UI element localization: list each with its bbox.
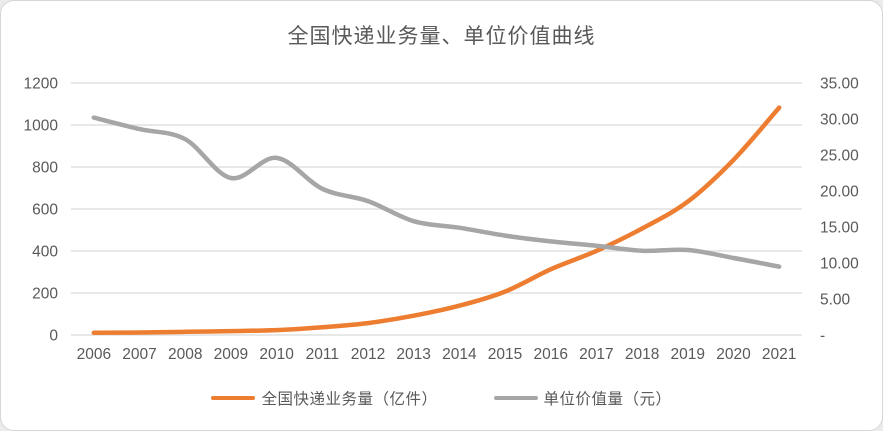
right-axis-tick-label: 35.00 — [820, 76, 859, 93]
x-axis-tick-label: 2010 — [259, 346, 294, 363]
right-axis-tick-label: 10.00 — [820, 256, 859, 273]
x-axis-tick-label: 2015 — [488, 346, 522, 363]
left-axis-tick-label: 800 — [32, 160, 58, 177]
x-axis-tick-label: 2012 — [351, 346, 385, 363]
right-axis-tick-label: 25.00 — [820, 148, 859, 165]
x-axis-tick-label: 2021 — [762, 346, 796, 363]
left-axis-tick-label: 200 — [32, 286, 58, 303]
chart-title: 全国快递业务量、单位价值曲线 — [287, 25, 596, 48]
x-axis-tick-label: 2020 — [716, 346, 751, 363]
left-axis-tick-label: 400 — [32, 244, 58, 261]
x-axis-tick-label: 2017 — [579, 346, 613, 363]
x-axis-tick-label: 2013 — [396, 346, 430, 363]
series-line-unit-value — [91, 115, 782, 269]
left-axis-tick-label: 600 — [32, 202, 58, 219]
x-axis-tick-label: 2018 — [625, 346, 659, 363]
x-axis-tick-label: 2011 — [306, 346, 339, 363]
legend-label-volume: 全国快递业务量（亿件） — [261, 391, 438, 408]
series-line-volume — [91, 105, 782, 336]
x-axis-tick-label: 2006 — [77, 346, 111, 363]
legend-swatch-unit-value — [493, 395, 538, 401]
left-axis-tick-label: 1000 — [24, 118, 59, 135]
x-axis-tick-label: 2014 — [442, 346, 477, 363]
left-axis-tick-label: 0 — [49, 328, 58, 345]
legend-item-unit-value: 单位价值量（元） — [493, 387, 672, 409]
right-axis-tick-label: 20.00 — [820, 184, 859, 201]
x-axis-tick-label: 2009 — [214, 346, 248, 363]
left-axis-tick-label: 1200 — [24, 76, 59, 93]
right-axis-tick-label: 15.00 — [820, 220, 859, 237]
right-axis-tick-label: 5.00 — [820, 292, 851, 309]
x-axis-tick-label: 2008 — [168, 346, 202, 363]
x-axis-tick-label: 2007 — [122, 346, 156, 363]
legend-item-volume: 全国快递业务量（亿件） — [211, 387, 437, 409]
legend-swatch-volume — [211, 395, 256, 401]
chart-legend: 全国快递业务量（亿件） 单位价值量（元） — [1, 387, 882, 409]
x-axis-tick-label: 2019 — [671, 346, 705, 363]
legend-label-unit-value: 单位价值量（元） — [543, 391, 672, 408]
x-axis-tick-label: 2016 — [533, 346, 567, 363]
right-axis-tick-label: - — [820, 328, 825, 345]
right-axis-tick-label: 30.00 — [820, 112, 859, 129]
